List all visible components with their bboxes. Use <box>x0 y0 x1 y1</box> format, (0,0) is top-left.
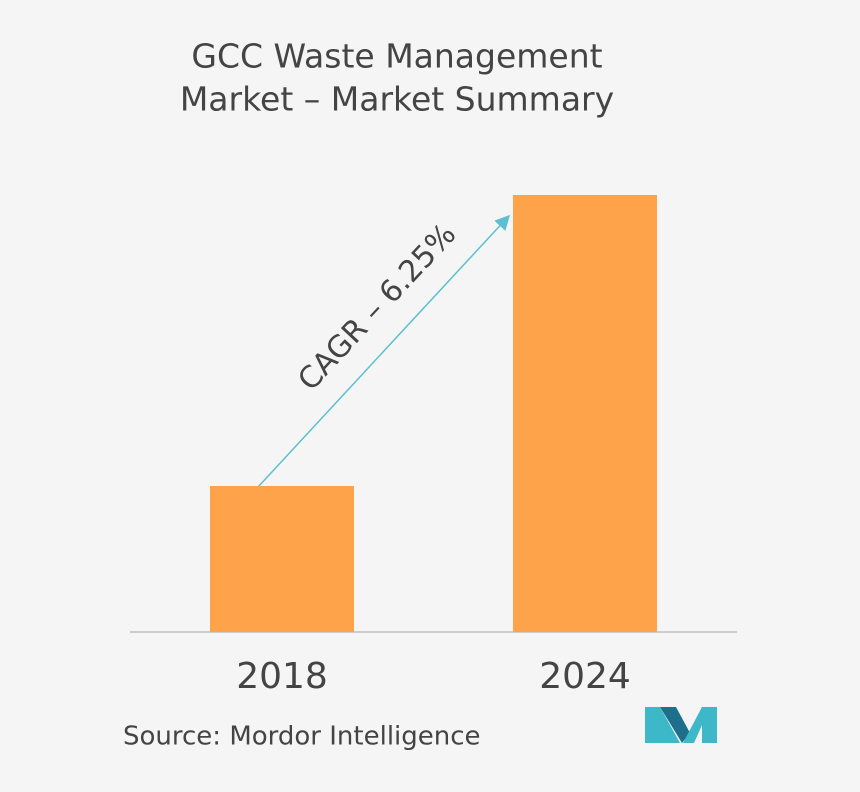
logo <box>645 707 717 743</box>
x-tick-label: 2024 <box>539 656 631 697</box>
bar <box>513 195 657 632</box>
chart-title: GCC Waste Management <box>191 37 602 76</box>
source: Source: Mordor Intelligence <box>123 722 481 752</box>
chart-title: Market – Market Summary <box>180 80 614 119</box>
bar <box>210 486 354 632</box>
cagr-arrow <box>257 214 511 488</box>
x-tick-label: 2018 <box>236 656 328 697</box>
